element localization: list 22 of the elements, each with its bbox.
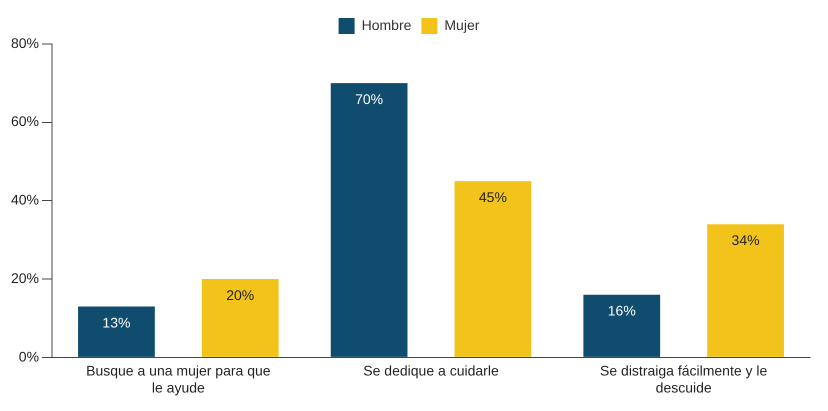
data-label: 34% <box>732 232 760 248</box>
x-tick-label: Se dedique a cuidarle <box>363 362 499 379</box>
x-tick-label: Busque a una mujer para que le ayude <box>86 362 271 396</box>
data-label: 20% <box>226 286 254 303</box>
y-tick-label: 60% <box>10 113 40 130</box>
legend-label: Hombre <box>362 16 412 33</box>
data-label: 70% <box>355 91 384 108</box>
y-tick-label: 0% <box>18 348 40 364</box>
bar <box>202 279 279 357</box>
legend-label: Mujer <box>444 16 480 33</box>
bar <box>707 224 784 357</box>
bar <box>583 294 660 357</box>
data-label: 45% <box>478 188 507 205</box>
data-label: 13% <box>102 314 130 330</box>
bar <box>330 83 408 357</box>
bar <box>78 306 155 357</box>
y-tick-label: 40% <box>10 192 40 208</box>
y-tick-label: 20% <box>10 270 40 286</box>
x-tick-label: Se distraiga fácilmente y le descuide <box>600 362 768 396</box>
bar <box>454 181 532 357</box>
y-tick-label: 80% <box>10 34 40 51</box>
data-label: 16% <box>608 302 636 319</box>
